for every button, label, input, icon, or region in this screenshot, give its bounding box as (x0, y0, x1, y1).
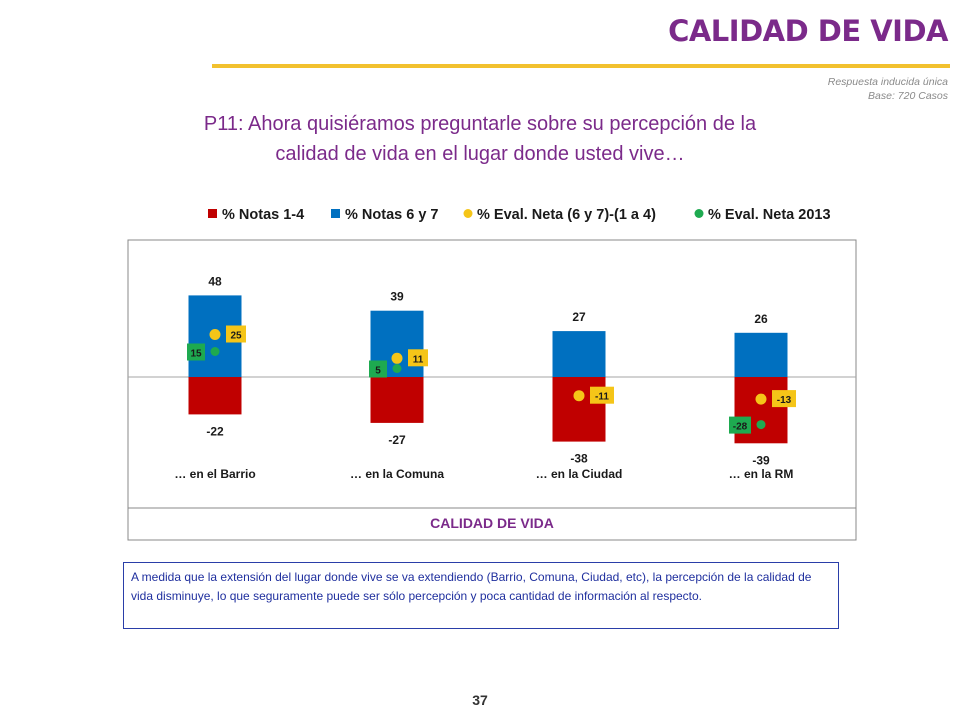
question-line-1: P11: Ahora quisiéramos preguntarle sobre… (203, 113, 757, 135)
point-eval-neta-2013 (756, 420, 766, 430)
data-label-notas-1-4: -22 (206, 424, 224, 438)
sample-notes: Respuesta inducida única Base: 720 Casos (828, 75, 948, 103)
category-label: … en la Ciudad (536, 467, 623, 481)
point-label-bg-eval-neta-2013 (729, 416, 751, 434)
chart: CALIDAD DE VIDA % Notas 1-4 % Notas 6 y 7%… (127, 207, 857, 541)
x-axis-title: CALIDAD DE VIDA (430, 515, 554, 531)
point-label-eval-neta: 11 (413, 354, 424, 365)
point-eval-neta (755, 393, 767, 405)
bar-notas-6-7 (734, 332, 788, 377)
legend-label-eval-neta-2013: % Eval. Neta 2013 (708, 207, 831, 223)
point-eval-neta-2013 (392, 364, 402, 373)
title-underline (212, 64, 950, 68)
point-label-bg-eval-neta (408, 349, 428, 367)
legend-label-notas-1-4: % Notas 1-4 (222, 207, 304, 223)
plot-frame (127, 239, 857, 541)
point-label-bg-eval-neta (590, 386, 614, 404)
page-number: 37 (472, 692, 488, 708)
point-label-bg-eval-neta (226, 325, 246, 343)
point-eval-neta (391, 352, 403, 364)
point-label-eval-neta-2013: 5 (375, 366, 381, 377)
data-label-notas-6-7: 27 (572, 310, 586, 324)
bar-notas-6-7 (552, 331, 606, 377)
bar-notas-1-4 (188, 377, 242, 415)
point-label-eval-neta: -13 (777, 395, 792, 406)
category-label: … en la Comuna (350, 467, 444, 481)
legend-label-notas-6-y-7: % Notas 6 y 7 (345, 207, 439, 223)
category-label: … en el Barrio (174, 467, 255, 481)
point-eval-neta (573, 390, 585, 402)
response-note: Respuesta inducida única (827, 76, 948, 88)
data-label-notas-1-4: -38 (570, 452, 588, 466)
bar-notas-1-4 (370, 377, 424, 423)
point-label-eval-neta: -11 (595, 392, 609, 403)
legend-label-eval-neta-6-y-7-1-a-4: % Eval. Neta (6 y 7)-(1 a 4) (477, 207, 656, 223)
base-note: Base: 720 Casos (868, 90, 948, 102)
data-label-notas-6-7: 39 (390, 290, 404, 304)
point-label-eval-neta-2013: -28 (733, 422, 748, 433)
question-text: P11: Ahora quisiéramos preguntarle sobre… (140, 109, 820, 169)
point-label-bg-eval-neta-2013 (187, 343, 205, 361)
data-label-notas-1-4: -27 (388, 433, 406, 447)
legend-swatch-notas-1-4 (208, 209, 217, 218)
category-label: … en la RM (729, 467, 794, 481)
legend-marker-eval-neta-6-y-7-1-a-4 (463, 209, 473, 218)
footnote: A medida que la extensión del lugar dond… (123, 562, 839, 629)
data-label-notas-6-7: 26 (754, 312, 768, 326)
point-eval-neta (209, 329, 221, 340)
bar-notas-1-4 (552, 377, 606, 442)
data-label-notas-1-4: -39 (752, 453, 770, 467)
point-label-eval-neta: 25 (230, 331, 242, 342)
question-line-2: calidad de vida en el lugar donde usted … (275, 143, 685, 165)
point-label-bg-eval-neta (772, 390, 796, 408)
point-label-bg-eval-neta-2013 (369, 360, 387, 378)
legend-marker-eval-neta-2013 (694, 209, 704, 218)
data-label-notas-6-7: 48 (208, 274, 222, 288)
page-title: CALIDAD DE VIDA (668, 14, 948, 48)
point-eval-neta-2013 (210, 347, 220, 356)
point-label-eval-neta-2013: 15 (190, 349, 202, 360)
legend-swatch-notas-6-y-7 (331, 209, 340, 218)
